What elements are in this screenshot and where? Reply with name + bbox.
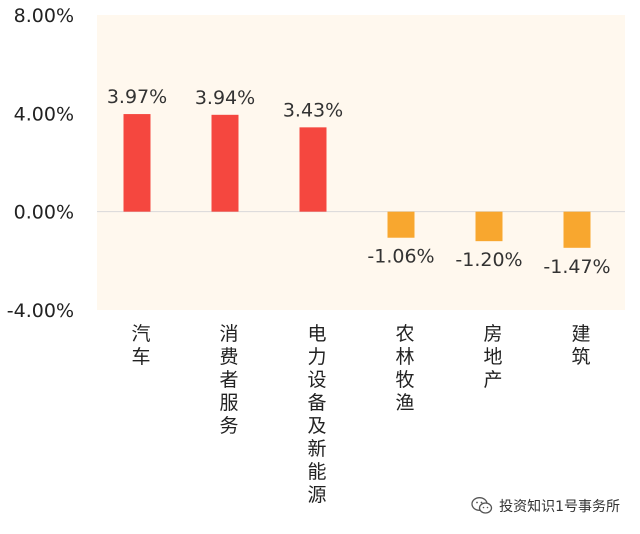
bar: [475, 211, 503, 242]
category-label: 农林牧渔: [395, 323, 414, 414]
data-label: -1.06%: [367, 246, 434, 268]
data-label: 3.43%: [283, 99, 343, 121]
wechat-icon: [471, 497, 493, 514]
bar: [211, 114, 239, 212]
bar: [563, 211, 591, 248]
y-tick-label: -4.00%: [7, 300, 74, 322]
watermark-text: 投资知识1号事务所: [499, 499, 620, 515]
data-label: 3.97%: [107, 86, 167, 108]
y-tick-label: 4.00%: [14, 103, 74, 125]
bars: [123, 114, 591, 248]
y-axis-ticks: 8.00% 4.00% 0.00% -4.00%: [7, 5, 74, 322]
plot-area: [97, 15, 625, 310]
category-label: 汽车: [131, 323, 150, 368]
y-tick-label: 0.00%: [14, 202, 74, 224]
watermark: 投资知识1号事务所: [471, 496, 620, 516]
bar: [299, 127, 327, 212]
category-label: 消费者服务: [219, 323, 238, 437]
category-label: 建筑: [571, 323, 590, 368]
bar: [387, 211, 415, 238]
data-labels: 3.97% 3.94% 3.43% -1.06% -1.20% -1.47%: [107, 86, 611, 278]
data-label: -1.47%: [543, 256, 610, 278]
data-label: -1.20%: [455, 249, 522, 271]
category-labels: 汽车 消费者服务 电力设备及新能源 农林牧渔 房地产 建筑: [131, 323, 590, 506]
category-label: 房地产: [483, 323, 502, 391]
y-tick-label: 8.00%: [14, 5, 74, 27]
category-label: 电力设备及新能源: [307, 323, 326, 506]
bar: [123, 114, 151, 212]
data-label: 3.94%: [195, 87, 255, 109]
